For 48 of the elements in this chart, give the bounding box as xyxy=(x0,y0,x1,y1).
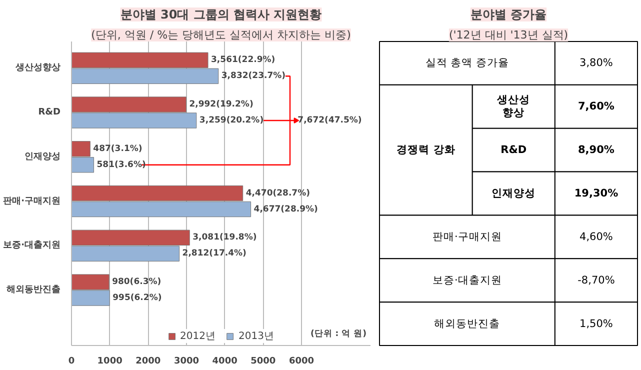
data-label: 581(3.6%) xyxy=(96,160,146,170)
text: -8,70% xyxy=(578,274,615,286)
data-label: 3,081(19.8%) xyxy=(192,232,257,243)
legend-label: 2012년 xyxy=(180,330,216,343)
data-label: 3,832(23.7%) xyxy=(221,71,286,82)
text: 1,50% xyxy=(580,318,613,330)
data-label: 4,677(28.9%) xyxy=(254,204,318,214)
data-label: 3,259(20.2%) xyxy=(199,115,264,126)
y-tick-label: 해외동반진출 xyxy=(6,284,60,296)
chart-subtitle: (단위, 억원 / %는 당해년도 실적에서 차지하는 비중) xyxy=(91,28,351,42)
x-tick-label: 6000 xyxy=(288,356,314,366)
text: 경쟁력 강화 xyxy=(396,144,456,156)
x-tick-label: 0 xyxy=(68,356,75,366)
data-label: 2,812(17.4%) xyxy=(182,248,247,259)
data-label: 2,992(19.2%) xyxy=(189,100,254,110)
data-label: 4,470(28.7%) xyxy=(246,188,310,198)
y-tick-label: 생산성향상 xyxy=(14,63,60,74)
text: 보증·대출지원 xyxy=(432,274,502,286)
y-tick-label: 판매·구매지원 xyxy=(3,196,61,206)
text: 인재양성 xyxy=(492,188,536,200)
text: 7,60% xyxy=(578,100,615,113)
legend-label: 2013년 xyxy=(238,330,274,343)
y-tick-label: 인재양성 xyxy=(24,152,60,162)
data-label: 3,561(22.9%) xyxy=(211,55,276,66)
x-tick-label: 3000 xyxy=(174,356,200,366)
y-tick-label: R&D xyxy=(38,108,60,118)
text: 3,80% xyxy=(580,57,613,70)
text: 8,90% xyxy=(578,144,615,156)
text: 4,60% xyxy=(580,230,613,243)
data-label: 487(3.1%) xyxy=(93,144,142,154)
text: 판매·구매지원 xyxy=(432,230,502,243)
data-label: 980(6.3%) xyxy=(112,277,162,288)
text: 생산성 향상 xyxy=(496,94,530,120)
annotation: 7,672(47.5%) xyxy=(298,115,362,126)
x-tick-label: 2000 xyxy=(136,356,161,366)
text: 실적 총액 증가율 xyxy=(425,57,510,70)
data-label: 995(6.2%) xyxy=(112,293,162,304)
text: 분야별 증가율 xyxy=(470,8,547,22)
x-tick-label: 1000 xyxy=(97,356,122,366)
y-tick-label: 보증·대출지원 xyxy=(3,240,61,251)
text: 19,30% xyxy=(574,188,619,200)
annotation: (단위 : 억 원) xyxy=(310,328,367,339)
x-tick-label: 4000 xyxy=(212,356,238,366)
text: 해외동반진출 xyxy=(434,318,500,330)
text: R&D xyxy=(500,144,527,156)
text: ('12년 대비 '13년 실적) xyxy=(448,28,568,42)
chart-title: 분야별 30대 그룹의 협력사 지원현황 xyxy=(120,8,322,22)
x-tick-label: 5000 xyxy=(250,356,276,366)
